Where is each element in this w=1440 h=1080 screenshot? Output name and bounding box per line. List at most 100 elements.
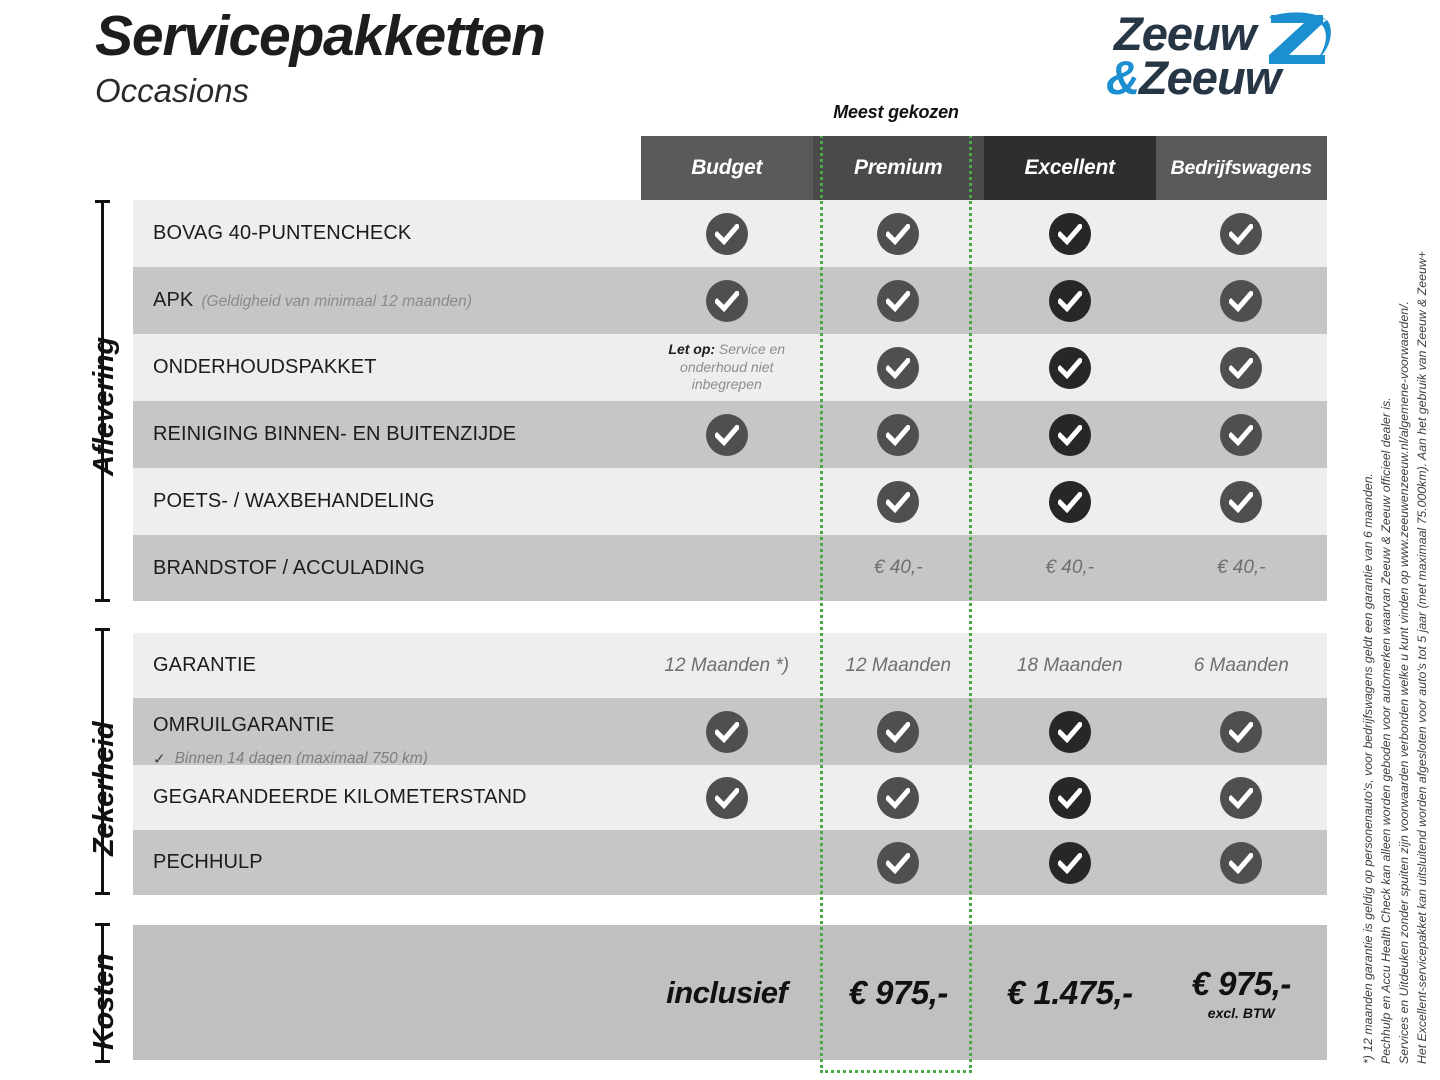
row-label: ONDERHOUDSPAKKET [133,356,377,379]
cell-value: € 40,- [984,535,1156,601]
check-icon [1048,279,1091,322]
price-wrap: € 1.475,- [1007,974,1133,1012]
row-label-text: REINIGING BINNEN- EN BUITENZIJDE [153,423,517,445]
price-wrap: € 975,- [848,973,949,1012]
table-row[interactable]: ONDERHOUDSPAKKET Let op: Service en onder… [133,334,1327,401]
table-row[interactable]: POETS- / WAXBEHANDELING [133,468,1327,535]
section-aflevering-rows: BOVAG 40-PUNTENCHECK APK (Geldigheid van m… [133,200,1327,601]
cell-value-text: 18 Maanden [1016,654,1123,676]
table-row[interactable]: ✓ Binnen 14 dagen (maximaal 750 km) OMRUIL… [133,698,1327,768]
cell-empty [641,535,813,601]
table-row[interactable]: REINIGING BINNEN- EN BUITENZIJDE [133,401,1327,468]
row-label-text: APK [153,289,194,311]
check-icon [1220,212,1263,255]
price-cell: € 975,- excl. BTW [1156,925,1328,1060]
cell-check-icon [813,401,985,468]
row-label-text: GARANTIE [153,654,257,676]
legal-disclaimer-block: Het Excellent-servicepakket kan uitsluit… [1337,134,1429,1064]
check-icon [1048,212,1091,255]
most-chosen-badge: Meest gekozen [820,88,972,136]
cell-value-text: 12 Maanden [845,654,952,676]
page-title: Servicepakketten [95,4,546,68]
row-label: GEGARANDEERDE KILOMETERSTAND [133,786,527,809]
cell-value: 12 Maanden [813,633,985,698]
table-row[interactable]: GARANTIE 12 Maanden *) 12 Maanden 18 Maande… [133,633,1327,698]
row-cells: 12 Maanden *) 12 Maanden 18 Maanden 6 Maand… [641,633,1327,698]
cell-check-icon [641,698,813,765]
row-label: REINIGING BINNEN- EN BUITENZIJDE [133,423,516,446]
cell-check-icon [984,765,1156,830]
table-row[interactable]: PECHHULP [133,830,1327,895]
logo-line-2: &Zeeuw [1106,54,1281,101]
section-label-zekerheid-text: Zekerheid [88,721,120,856]
cell-check-icon [1156,765,1328,830]
cell-check-icon [984,401,1156,468]
page-subtitle: Occasions [95,72,250,109]
legal-line: *) 12 maanden garantie is geldig op pers… [1361,473,1375,1064]
cell-value: 12 Maanden *) [641,633,813,698]
table-row[interactable]: APK (Geldigheid van minimaal 12 maanden) [133,267,1327,334]
check-icon [1220,279,1263,322]
table-row[interactable]: BRANDSTOF / ACCULADING € 40,- € 40,- € 40,- [133,535,1327,601]
cell-check-icon [1156,830,1328,895]
check-icon [1220,346,1263,389]
cell-check-icon [984,698,1156,765]
column-header-excellent[interactable]: Excellent [984,136,1156,200]
cell-check-icon [1156,200,1328,267]
cell-check-icon [1156,267,1328,334]
cell-note-body: Service en onderhoud niet inbegrepen [680,340,786,393]
check-icon [877,841,920,884]
row-label-text: POETS- / WAXBEHANDELING [153,490,435,512]
check-icon [1220,841,1263,884]
row-cells [641,830,1327,895]
cell-empty [641,830,813,895]
cell-check-icon [813,698,985,765]
cell-value: € 40,- [1156,535,1328,601]
column-header-budget[interactable]: Budget [641,136,813,200]
row-cells: € 40,- € 40,- € 40,- [641,535,1327,601]
cell-value-text: € 40,- [873,557,923,578]
row-label-text: ONDERHOUDSPAKKET [153,356,377,378]
check-icon [877,212,920,255]
row-label: BRANDSTOF / ACCULADING [133,557,425,580]
check-icon [877,413,920,456]
price-note: excl. BTW [1207,1004,1275,1021]
check-icon [1048,346,1091,389]
small-check-icon: ✓ [153,751,166,768]
row-cells [641,200,1327,267]
row-label: POETS- / WAXBEHANDELING [133,490,435,513]
row-cells [641,401,1327,468]
price-cell: inclusief [641,925,813,1060]
row-label-text: BRANDSTOF / ACCULADING [153,556,425,579]
cell-value: € 40,- [813,535,985,601]
cell-check-icon [984,830,1156,895]
row-cells [641,468,1327,535]
legal-line: Services en Uitdeuken zonder spuiten zij… [1397,301,1411,1064]
check-icon [1220,710,1263,753]
price-value: € 975,- [848,973,949,1011]
table-row[interactable]: BOVAG 40-PUNTENCHECK [133,200,1327,267]
row-label: GARANTIE [133,654,256,677]
column-header-premium[interactable]: Premium [812,136,984,200]
row-label-note: (Geldigheid van minimaal 12 maanden) [201,293,472,310]
price-wrap: € 975,- excl. BTW [1192,965,1292,1021]
check-icon [705,212,748,255]
check-icon [705,413,748,456]
zeeuw-en-zeeuw-logo: Zeeuw &Zeeuw [1106,10,1331,110]
row-sublabel-text: Binnen 14 dagen (maximaal 750 km) [174,750,428,767]
cell-check-icon [813,334,985,401]
cell-value-text: € 40,- [1045,557,1095,578]
column-header-row: Budget Premium Excellent Bedrijfswagens [641,136,1327,200]
column-header-bedrijfswagens[interactable]: Bedrijfswagens [1155,136,1327,200]
row-label: OMRUILGARANTIE [133,714,334,737]
cell-check-icon [1156,401,1328,468]
check-icon [1048,776,1091,819]
check-icon [877,480,920,523]
row-cells [641,698,1327,765]
check-icon [1220,776,1263,819]
row-label-text: GEGARANDEERDE KILOMETERSTAND [153,786,527,808]
check-icon [1048,710,1091,753]
table-row[interactable]: GEGARANDEERDE KILOMETERSTAND [133,765,1327,830]
price-wrap: inclusief [666,975,788,1011]
